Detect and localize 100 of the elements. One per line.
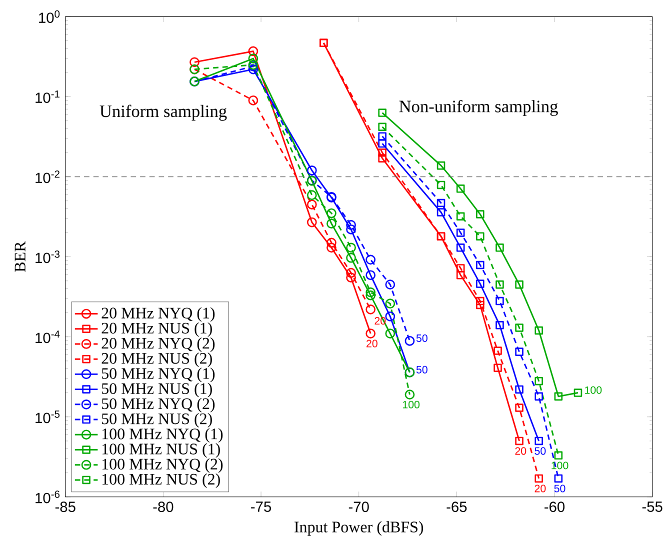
point [378,154,386,162]
point [346,272,356,282]
annotation: 20 [366,340,378,348]
point [515,385,524,394]
legend-label: 20 MHz NUS (1) [102,322,212,337]
x-tick-label: -70 [348,502,369,512]
point [515,280,524,289]
point [326,238,336,248]
point [476,232,484,240]
point [248,53,258,64]
point [326,208,336,218]
y-tick-label: 10$^{0}$ [39,10,60,23]
annotation: 50 [554,484,566,492]
point [554,392,563,400]
point [346,220,356,230]
point [248,46,258,56]
point [534,474,543,482]
point [476,296,484,306]
point [534,376,543,386]
y-tick-label: 10$^{-5}$ [36,410,60,424]
point [346,252,356,263]
annotation: 50 [416,366,428,374]
point [436,198,446,208]
legend-label: 50 MHz NYQ (1) [102,368,215,382]
point [436,161,446,170]
point [554,451,563,460]
annotation: Uniform sampling [100,104,227,121]
point [366,290,376,300]
point [248,64,258,74]
point [385,311,396,322]
point [326,218,336,228]
point [456,228,465,237]
legend-label: 20 MHz NYQ (2) [102,337,215,352]
legend-label: 50 MHz NUS (2) [102,412,212,428]
y-axis-title: BER [14,241,26,272]
point [534,326,543,335]
point [404,390,415,400]
x-tick-label: -60 [544,502,565,512]
point [378,139,386,148]
point [554,474,563,482]
point [476,280,484,288]
point [366,304,376,314]
annotation: 20 [534,484,546,492]
point [496,320,504,330]
point [385,298,396,308]
point [385,328,396,338]
point [534,436,543,445]
legend-label: 100 MHz NUS (1) [102,443,220,458]
y-tick-label: 10$^{-2}$ [36,170,60,183]
y-tick-label: 10$^{-4}$ [36,330,60,343]
point [346,224,356,234]
annotation: Non-uniform sampling [399,100,558,116]
y-tick-label: 10$^{-6}$ [36,490,60,504]
point [385,279,396,290]
point [306,217,317,228]
y-tick-label: 10$^{-1}$ [36,90,60,103]
point [494,364,502,372]
point [306,199,317,210]
x-tick-label: -75 [251,502,271,512]
legend-label: 100 MHz NYQ (2) [102,458,223,473]
legend-label: 50 MHz NYQ (2) [102,398,215,412]
x-axis-title: Input Power (dBFS) [294,521,424,536]
point [456,184,465,193]
point [378,108,386,117]
x-tick-label: -65 [446,502,467,512]
point [496,280,504,289]
point [404,336,415,346]
point [515,403,524,412]
annotation: 100 [402,400,420,408]
point [378,148,386,157]
point [476,260,484,270]
point [456,243,465,252]
point [378,132,386,140]
point [366,254,376,265]
x-tick-label: -80 [153,502,174,512]
point [515,436,524,445]
x-tick-label: -55 [642,502,662,512]
point [366,270,376,280]
annotation: 50 [416,334,428,342]
point [456,212,465,220]
legend-label: 20 MHz NYQ (1) [102,307,215,322]
annotation: 50 [534,447,546,455]
y-tick-label: 10$^{-3}$ [36,250,60,263]
legend-label: 50 MHz NUS (1) [102,382,212,398]
point [496,296,504,306]
point [346,268,356,278]
point [494,346,502,355]
annotation: 100 [552,462,568,470]
point [456,270,465,280]
point [515,348,524,356]
x-tick-label: -85 [55,502,76,512]
point [306,190,317,200]
point [456,264,465,272]
point [190,57,200,68]
point [378,122,386,131]
point [436,208,446,216]
point [515,323,524,332]
annotation: 100 [585,386,602,394]
legend-label: 100 MHz NUS (2) [102,473,220,488]
point [476,210,484,218]
